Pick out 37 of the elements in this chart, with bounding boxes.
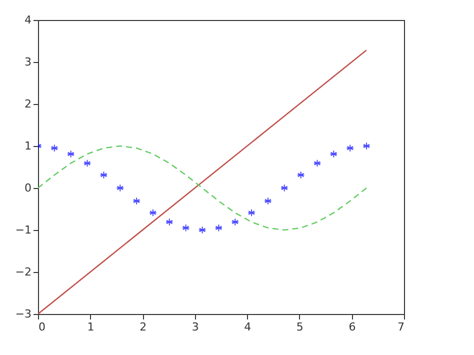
y-tick-label: 1 — [24, 140, 32, 152]
line-series — [38, 145, 368, 231]
point — [231, 218, 239, 226]
x-tick-label: 0 — [38, 320, 46, 334]
y-tick-label: 0 — [24, 182, 32, 194]
point — [214, 224, 223, 232]
point — [149, 208, 157, 217]
point — [280, 184, 288, 192]
point — [198, 226, 206, 234]
x-tick-label: 2 — [140, 320, 147, 334]
point — [116, 184, 124, 192]
point — [50, 144, 58, 152]
y-tick-label: 3 — [24, 56, 32, 68]
x-tick-label: 5 — [296, 320, 304, 334]
x-tick-label: 4 — [244, 320, 252, 334]
point — [296, 171, 305, 179]
y-tick-label: 4 — [24, 14, 32, 26]
point — [100, 171, 108, 179]
x-tick-label: 3 — [192, 320, 199, 334]
y-tick-label: 2 — [24, 98, 32, 110]
y-tick-label: −1 — [15, 224, 32, 236]
x-tick-label: 6 — [348, 320, 356, 334]
point — [362, 142, 370, 150]
x-tick-label: 7 — [398, 320, 404, 334]
point — [346, 144, 354, 152]
point — [330, 150, 338, 158]
point — [132, 197, 140, 205]
y-tick-label: −2 — [15, 266, 32, 278]
point — [313, 159, 322, 168]
point — [83, 159, 92, 168]
y-tick-label: −3 — [15, 308, 32, 320]
point — [166, 218, 174, 226]
point — [264, 197, 272, 205]
point — [182, 224, 190, 232]
x-tick-label: 1 — [87, 320, 94, 334]
point — [248, 208, 256, 217]
point — [66, 150, 75, 158]
